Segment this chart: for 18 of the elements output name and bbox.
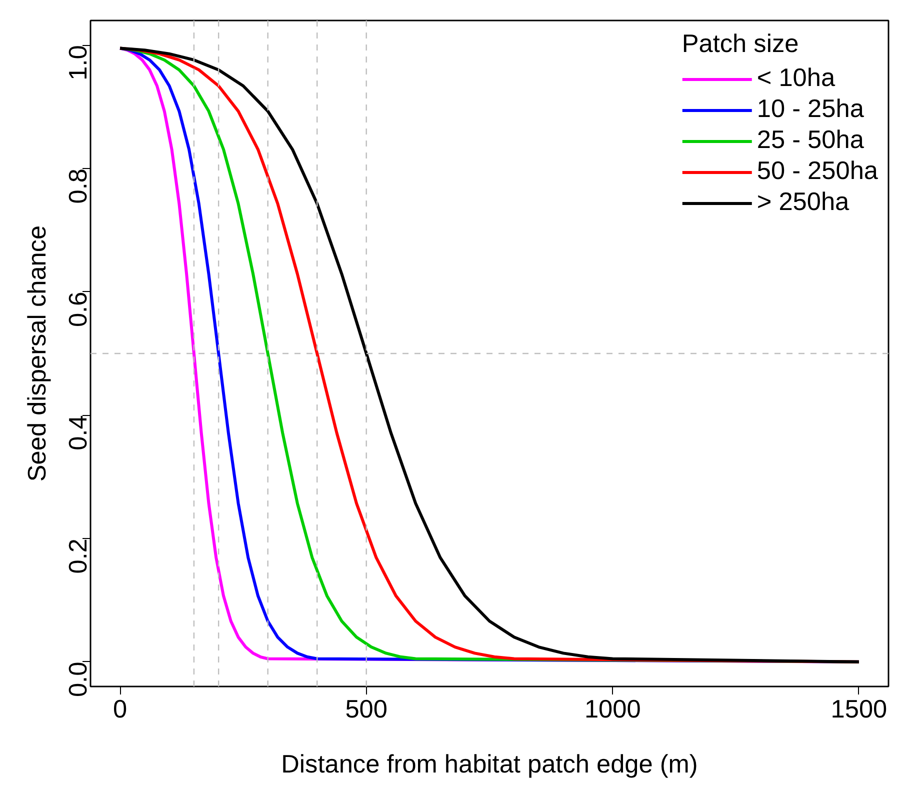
legend-label: 50 - 250ha <box>756 157 878 186</box>
y-tick-label: 1.0 <box>64 45 92 80</box>
x-tick-label: 500 <box>345 696 388 724</box>
y-tick-label: 0.4 <box>64 415 92 450</box>
y-axis-title: Seed dispersal chance <box>24 225 52 482</box>
y-tick-label: 0.0 <box>64 662 92 698</box>
x-tick-label: 0 <box>113 696 128 724</box>
x-tick-label: 1000 <box>584 696 641 724</box>
x-axis-title: Distance from habitat patch edge (m) <box>281 750 698 778</box>
legend-title: Patch size <box>682 30 800 59</box>
legend-label: 10 - 25ha <box>756 95 864 124</box>
legend-label: < 10ha <box>756 64 836 93</box>
y-tick-label: 0.2 <box>64 538 92 574</box>
legend-label: > 250ha <box>756 188 850 217</box>
y-tick-label: 0.8 <box>64 168 92 204</box>
legend-label: 25 - 50ha <box>756 126 864 155</box>
x-tick-label: 1500 <box>830 696 888 724</box>
y-tick-label: 0.6 <box>64 292 92 328</box>
